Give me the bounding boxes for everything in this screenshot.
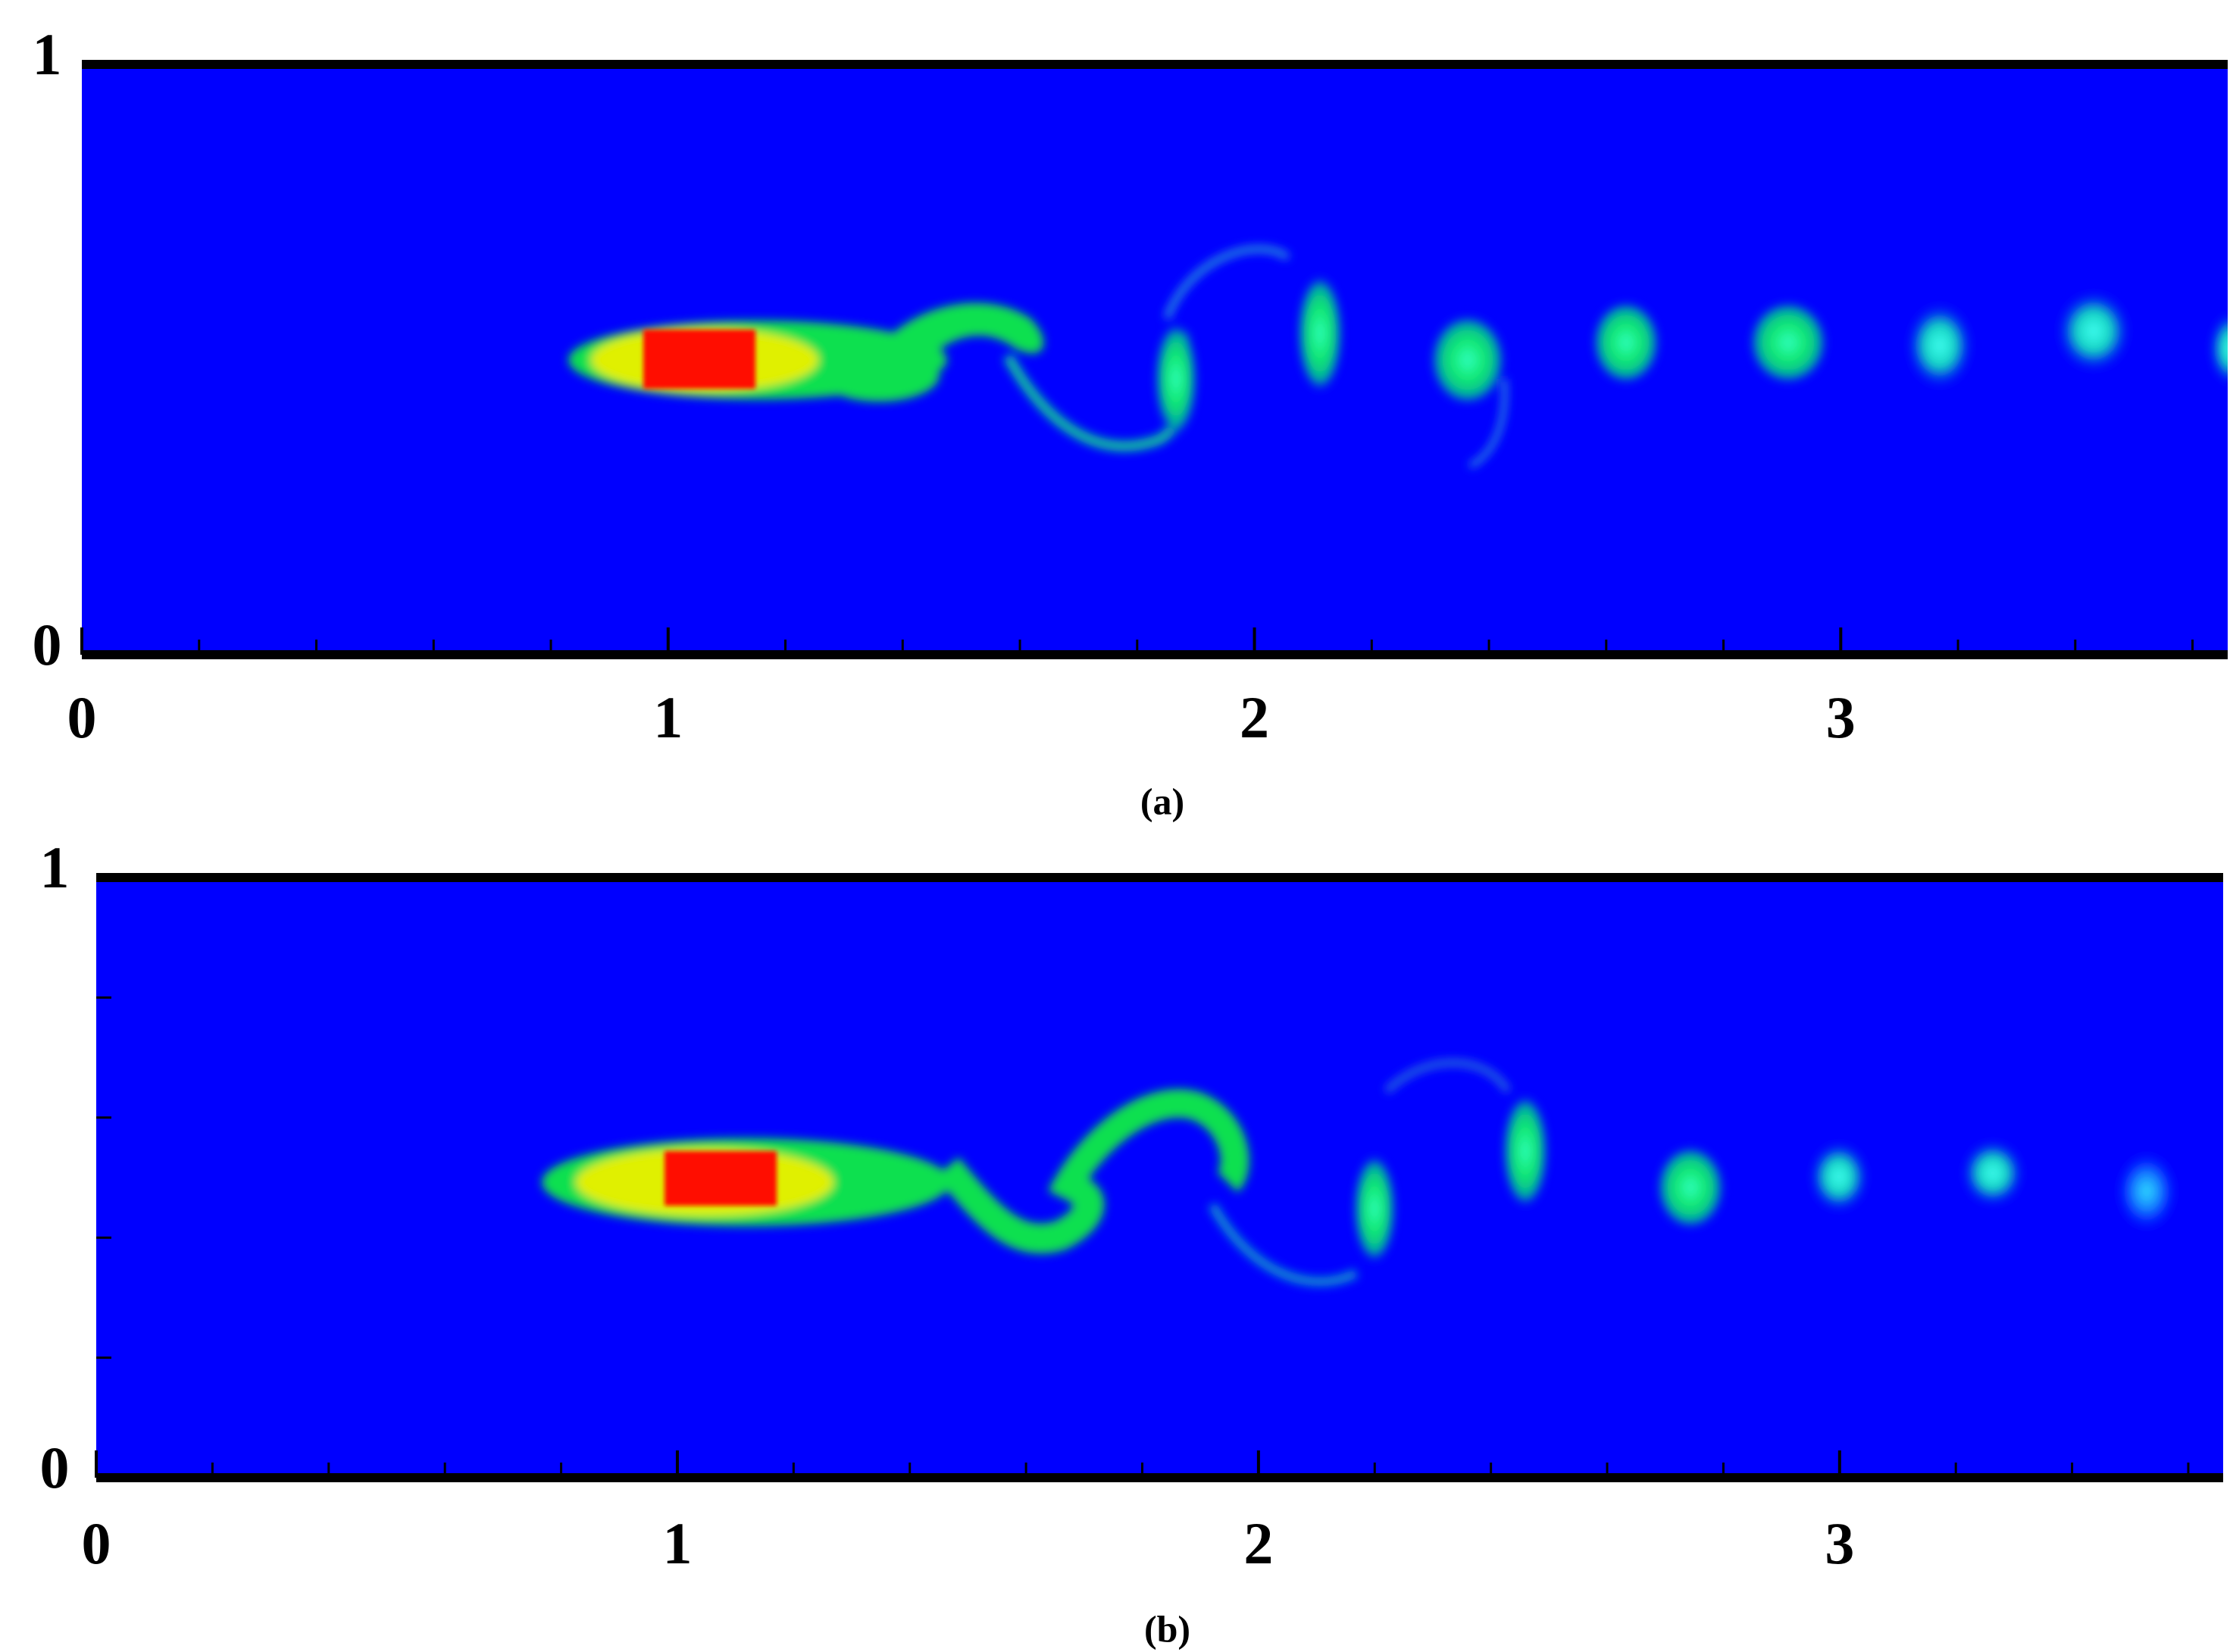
vortex-arm [1208, 1203, 1359, 1287]
vortex-arm [935, 1157, 1105, 1254]
vortex [1430, 314, 1506, 405]
vortex [1353, 1154, 1396, 1263]
body [643, 330, 755, 389]
x-tick-label: 2 [1243, 1510, 1273, 1576]
y-tick-label: 0 [33, 612, 62, 677]
vortex [1155, 322, 1197, 436]
caption: (a) [1140, 780, 1184, 822]
vortex [2115, 1150, 2178, 1233]
x-tick-label: 1 [653, 684, 683, 750]
vortex [1297, 274, 1343, 393]
vortex [2209, 311, 2228, 386]
y-tick-label: 1 [40, 834, 70, 900]
plot-area [96, 878, 2223, 1478]
x-tick-label: 2 [1240, 684, 1269, 750]
vortex [1503, 1094, 1548, 1208]
vortex [1961, 1139, 2025, 1207]
vortex [1809, 1140, 1869, 1213]
x-tick-label: 3 [1825, 1510, 1854, 1576]
vortex [2056, 289, 2131, 373]
vortex-arm [1048, 1089, 1249, 1204]
vortex [1592, 301, 1660, 384]
vortex-arm [1163, 245, 1290, 320]
vortex [1656, 1146, 1725, 1229]
vortex-arm [1384, 1059, 1512, 1094]
flow-field [542, 1059, 2178, 1287]
vortex-arm [1468, 378, 1508, 469]
x-tick-label: 3 [1826, 684, 1856, 750]
body [665, 1151, 777, 1206]
axes: 0 1 2 3 0 1 (a) [33, 21, 2228, 822]
panel [96, 878, 2223, 1478]
y-tick-label: 1 [33, 21, 62, 87]
plot-area [82, 64, 2228, 655]
vortex-arm [871, 302, 1044, 371]
panel [82, 64, 2228, 655]
x-tick-label: 1 [662, 1510, 692, 1576]
flow-field [568, 245, 2228, 469]
x-tick-label: 0 [82, 1510, 111, 1576]
axes: 0 1 2 3 0 1 (b) [40, 834, 2223, 1650]
y-tick-label: 0 [40, 1435, 70, 1500]
caption: (b) [1144, 1607, 1190, 1650]
x-tick-label: 0 [67, 684, 97, 750]
vortex [1906, 302, 1974, 390]
vortex [1749, 301, 1828, 384]
